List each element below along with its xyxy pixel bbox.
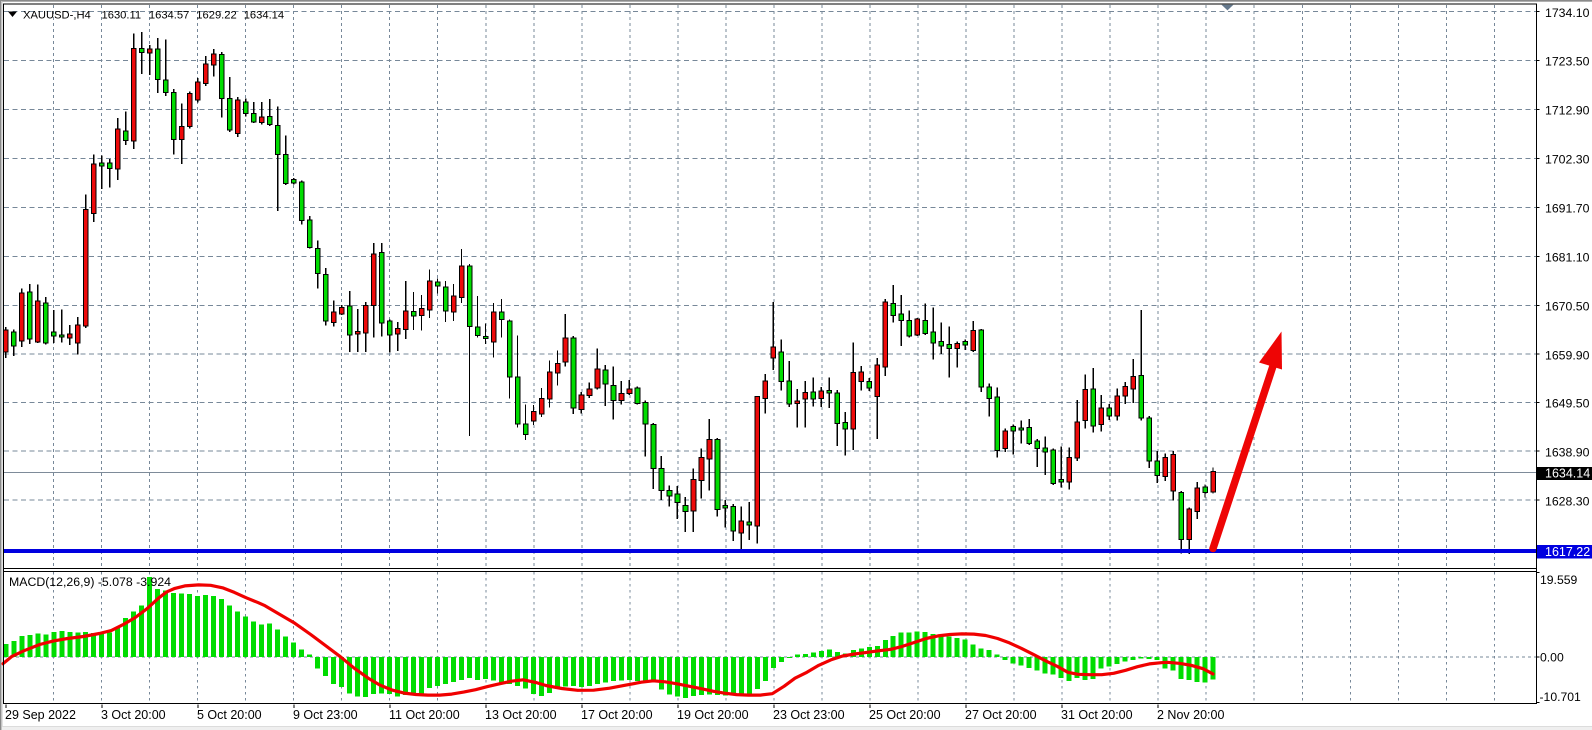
svg-text:13 Oct 20:00: 13 Oct 20:00 [485, 708, 557, 722]
svg-text:23 Oct 23:00: 23 Oct 23:00 [773, 708, 845, 722]
svg-text:1670.50: 1670.50 [1545, 300, 1590, 314]
svg-text:1681.10: 1681.10 [1545, 251, 1590, 265]
svg-text:11 Oct 20:00: 11 Oct 20:00 [389, 708, 460, 722]
svg-text:3 Oct 20:00: 3 Oct 20:00 [101, 708, 166, 722]
svg-text:29 Sep 2022: 29 Sep 2022 [5, 708, 76, 722]
svg-text:31 Oct 20:00: 31 Oct 20:00 [1061, 708, 1133, 722]
svg-text:9 Oct 23:00: 9 Oct 23:00 [293, 708, 358, 722]
svg-text:1659.90: 1659.90 [1545, 348, 1590, 362]
svg-text:25 Oct 20:00: 25 Oct 20:00 [869, 708, 941, 722]
svg-text:1629.22: 1629.22 [196, 10, 236, 22]
svg-text:2 Nov 20:00: 2 Nov 20:00 [1157, 708, 1224, 722]
svg-text:1617.22: 1617.22 [1545, 545, 1590, 559]
svg-text:19 Oct 20:00: 19 Oct 20:00 [677, 708, 749, 722]
svg-text:-10.701: -10.701 [1540, 690, 1582, 704]
svg-text:1634.14: 1634.14 [244, 10, 284, 22]
svg-text:1712.90: 1712.90 [1545, 104, 1590, 118]
svg-text:1691.70: 1691.70 [1545, 202, 1590, 216]
svg-text:0.00: 0.00 [1540, 651, 1564, 665]
svg-text:MACD(12,26,9) -5.078 -3.924: MACD(12,26,9) -5.078 -3.924 [9, 575, 171, 589]
svg-text:1734.10: 1734.10 [1545, 6, 1590, 20]
svg-text:5 Oct 20:00: 5 Oct 20:00 [197, 708, 262, 722]
svg-text:27 Oct 20:00: 27 Oct 20:00 [965, 708, 1037, 722]
svg-text:1649.50: 1649.50 [1545, 397, 1590, 411]
svg-text:19.559: 19.559 [1540, 573, 1577, 587]
svg-text:1628.30: 1628.30 [1545, 494, 1590, 508]
svg-text:1638.90: 1638.90 [1545, 445, 1590, 459]
svg-text:1702.30: 1702.30 [1545, 153, 1590, 167]
svg-text:XAUUSD-,H4: XAUUSD-,H4 [23, 10, 91, 22]
svg-text:1630.11: 1630.11 [102, 10, 142, 22]
svg-text:1634.14: 1634.14 [1545, 467, 1590, 481]
svg-text:1634.57: 1634.57 [149, 10, 189, 22]
svg-text:1723.50: 1723.50 [1545, 55, 1590, 69]
svg-text:17 Oct 20:00: 17 Oct 20:00 [581, 708, 653, 722]
